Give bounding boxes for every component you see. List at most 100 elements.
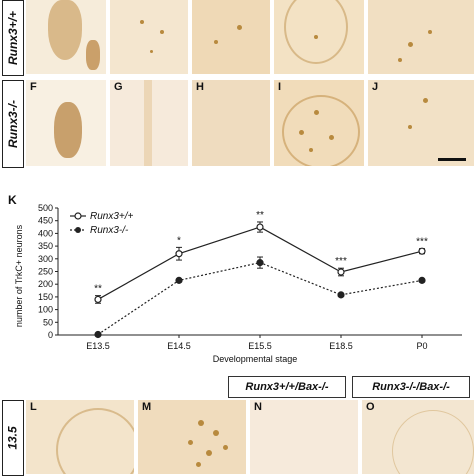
- tissue-outline: [392, 410, 474, 474]
- panel-label: O: [366, 401, 375, 413]
- x-tick-label: E15.5: [248, 341, 272, 351]
- micrograph-panel-N: N: [250, 400, 358, 474]
- micrograph-panel-H: H: [192, 80, 270, 166]
- row-label-text: Runx3-/-: [6, 100, 20, 148]
- stained-cell: [214, 40, 218, 44]
- legend-marker-ko: [75, 227, 81, 233]
- chart-plot-area: 0 50 100 150 200 250 300 350 400 450 500 E13.5 E14.5…: [38, 203, 462, 351]
- significance-label: ***: [335, 256, 347, 267]
- stained-cell: [314, 110, 319, 115]
- micrograph-panel-top-1: [26, 0, 106, 74]
- legend-entry-ko: Runx3-/-: [90, 225, 129, 236]
- x-axis-label: Developmental stage: [213, 354, 298, 364]
- legend-marker-wt: [74, 212, 82, 220]
- stained-cell: [237, 25, 242, 30]
- micrograph-panel-F: F: [26, 80, 106, 166]
- group-header-runx3-ko-bax-ko: Runx3-/-/Bax-/-: [352, 376, 470, 398]
- y-tick-label: 150: [38, 292, 53, 302]
- panel-label: G: [114, 81, 123, 93]
- data-point: [94, 330, 102, 339]
- group-header-text: Runx3+/+/Bax-/-: [245, 381, 329, 393]
- tissue-outline: [282, 95, 360, 166]
- stained-cell: [196, 462, 201, 467]
- stained-cell: [423, 98, 428, 103]
- y-tick-label: 300: [38, 254, 53, 264]
- group-header-text: Runx3-/-/Bax-/-: [372, 381, 450, 393]
- x-tick-label: P0: [416, 341, 427, 351]
- panel-label: N: [254, 401, 262, 413]
- micrograph-panel-J: J: [368, 80, 474, 166]
- data-point: [418, 276, 426, 284]
- panel-label-K: K: [8, 193, 17, 207]
- micrograph-panel-O: O: [362, 400, 474, 474]
- stained-cell: [299, 130, 304, 135]
- y-tick-label: 50: [43, 317, 53, 327]
- tissue-nerve: [86, 40, 100, 70]
- row-label-text: Runx3+/+: [6, 10, 20, 66]
- significance-label: **: [256, 210, 264, 221]
- y-tick-label: 450: [38, 216, 53, 226]
- stained-cell: [206, 450, 212, 456]
- micrograph-panel-top-4: [274, 0, 364, 74]
- row-label-runx3-ko: Runx3-/-: [2, 80, 24, 168]
- data-point: [94, 295, 102, 304]
- x-tick-label: E14.5: [167, 341, 191, 351]
- stained-cell: [398, 58, 402, 62]
- series-line-ko: [97, 261, 423, 335]
- stained-cell: [428, 30, 432, 34]
- significance-label: *: [177, 235, 181, 246]
- micrograph-panel-I: I: [274, 80, 364, 166]
- panel-label: F: [30, 81, 37, 93]
- tissue-outline: [284, 0, 348, 64]
- stained-cell: [160, 30, 164, 34]
- tissue-streak: [144, 80, 152, 166]
- data-point: [418, 247, 426, 255]
- stained-cell: [213, 430, 219, 436]
- stained-cell: [140, 20, 144, 24]
- stained-cell: [329, 135, 334, 140]
- x-tick-label: E13.5: [86, 341, 110, 351]
- data-point: [337, 291, 345, 299]
- y-tick-label: 350: [38, 241, 53, 251]
- y-axis-label: number of TrkC+ neurons: [14, 224, 24, 327]
- stained-cell: [198, 420, 204, 426]
- y-tick-label: 200: [38, 279, 53, 289]
- group-header-runx3-wt-bax-ko: Runx3+/+/Bax-/-: [228, 376, 346, 398]
- row-label-runx3-wt: Runx3+/+: [2, 0, 24, 76]
- stained-cell: [309, 148, 313, 152]
- x-tick-label: E18.5: [329, 341, 353, 351]
- row-label-text: 13.5: [6, 426, 21, 450]
- micrograph-panel-L: L: [26, 400, 134, 474]
- stained-cell: [408, 42, 413, 47]
- tissue-drg: [48, 0, 82, 60]
- data-point: [175, 250, 183, 258]
- row-label-stage: 13.5: [2, 400, 24, 476]
- panel-label: H: [196, 81, 204, 93]
- panel-label: M: [142, 401, 152, 413]
- stained-cell: [408, 125, 412, 129]
- micrograph-panel-M: M: [138, 400, 246, 474]
- y-tick-label: 100: [38, 305, 53, 315]
- data-point: [337, 268, 345, 276]
- y-tick-label: 0: [48, 330, 53, 340]
- tissue-outline: [56, 408, 134, 474]
- data-point: [175, 276, 183, 284]
- trkc-neuron-chart: K number of TrkC+ neurons Developmental …: [8, 193, 462, 364]
- data-point: [256, 223, 264, 231]
- micrograph-panel-top-2: [110, 0, 188, 74]
- y-tick-label: 400: [38, 228, 53, 238]
- chart-legend: Runx3+/+ Runx3-/-: [70, 211, 134, 236]
- stained-cell: [314, 35, 318, 39]
- stained-cell: [188, 440, 193, 445]
- scale-bar: [438, 158, 466, 161]
- panel-label: I: [278, 81, 282, 93]
- legend-entry-wt: Runx3+/+: [90, 211, 134, 222]
- y-tick-label: 250: [38, 267, 53, 277]
- stained-cell: [223, 445, 228, 450]
- tissue-drg: [54, 102, 82, 158]
- stained-cell: [150, 50, 153, 53]
- significance-label: ***: [416, 237, 428, 248]
- data-point: [256, 259, 264, 267]
- panel-label: J: [372, 81, 379, 93]
- panel-label: L: [30, 401, 37, 413]
